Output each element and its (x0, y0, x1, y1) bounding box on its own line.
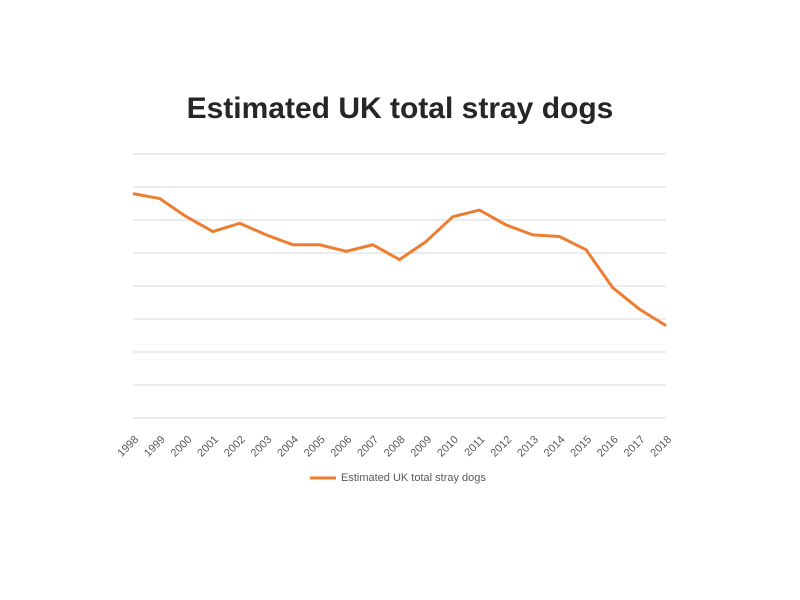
x-tick-label: 2008 (382, 434, 408, 460)
x-tick-label: 2009 (409, 434, 435, 460)
x-tick-label: 2003 (249, 434, 275, 460)
x-tick-label: 2012 (488, 434, 514, 460)
x-tick-label: 2005 (302, 434, 328, 460)
chart-title: Estimated UK total stray dogs (187, 92, 614, 125)
x-tick-label: 2004 (275, 434, 301, 460)
x-tick-label: 1998 (115, 434, 141, 460)
x-tick-label: 2011 (462, 434, 487, 459)
x-tick-label: 2013 (515, 434, 541, 460)
x-tick-label: 2010 (435, 434, 461, 460)
x-tick-label: 2018 (648, 434, 674, 460)
data-line (132, 192, 667, 327)
x-tick-label: 2000 (169, 434, 195, 460)
x-tick-label: 2016 (595, 434, 621, 460)
x-tick-label: 2001 (195, 434, 221, 460)
x-tick-label: 2006 (329, 434, 355, 460)
x-tick-label: 2015 (568, 434, 594, 460)
x-tick-label: 1999 (142, 434, 168, 460)
x-tick-label: 2007 (355, 434, 381, 460)
legend-label: Estimated UK total stray dogs (341, 472, 486, 484)
x-tick-label: 2014 (542, 434, 568, 460)
x-tick-label: 2002 (222, 434, 248, 460)
x-tick-label: 2017 (622, 434, 648, 460)
